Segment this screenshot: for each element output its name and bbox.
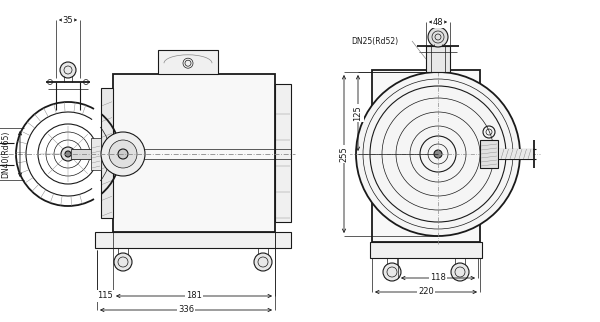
Text: 181: 181: [186, 291, 202, 300]
Circle shape: [383, 263, 401, 281]
Text: 125: 125: [353, 105, 362, 121]
Text: DN40(Rd65): DN40(Rd65): [1, 130, 11, 178]
Bar: [426, 46, 450, 72]
Text: 220: 220: [418, 288, 434, 297]
Bar: [91, 138, 101, 170]
Text: 48: 48: [433, 17, 443, 26]
Circle shape: [101, 132, 145, 176]
Text: 115: 115: [97, 291, 113, 300]
Text: 336: 336: [178, 306, 194, 315]
Circle shape: [65, 151, 71, 157]
Circle shape: [254, 253, 272, 271]
Circle shape: [109, 140, 137, 168]
Circle shape: [61, 147, 75, 161]
Circle shape: [356, 72, 520, 236]
Circle shape: [428, 27, 448, 47]
Bar: [499, 149, 533, 159]
Circle shape: [451, 263, 469, 281]
Text: DN25(Rd52): DN25(Rd52): [351, 36, 398, 45]
Text: 35: 35: [62, 15, 73, 24]
Text: 255: 255: [340, 146, 349, 162]
Bar: [101, 88, 113, 218]
Circle shape: [114, 253, 132, 271]
Bar: [158, 50, 218, 74]
Bar: [370, 242, 482, 258]
Bar: [372, 70, 480, 242]
Bar: [95, 232, 291, 248]
Circle shape: [118, 149, 128, 159]
Bar: [71, 149, 113, 159]
Circle shape: [434, 150, 442, 158]
Bar: [480, 140, 498, 168]
Bar: [275, 84, 291, 222]
Circle shape: [60, 62, 76, 78]
Text: 118: 118: [430, 273, 446, 282]
Bar: [113, 74, 275, 232]
